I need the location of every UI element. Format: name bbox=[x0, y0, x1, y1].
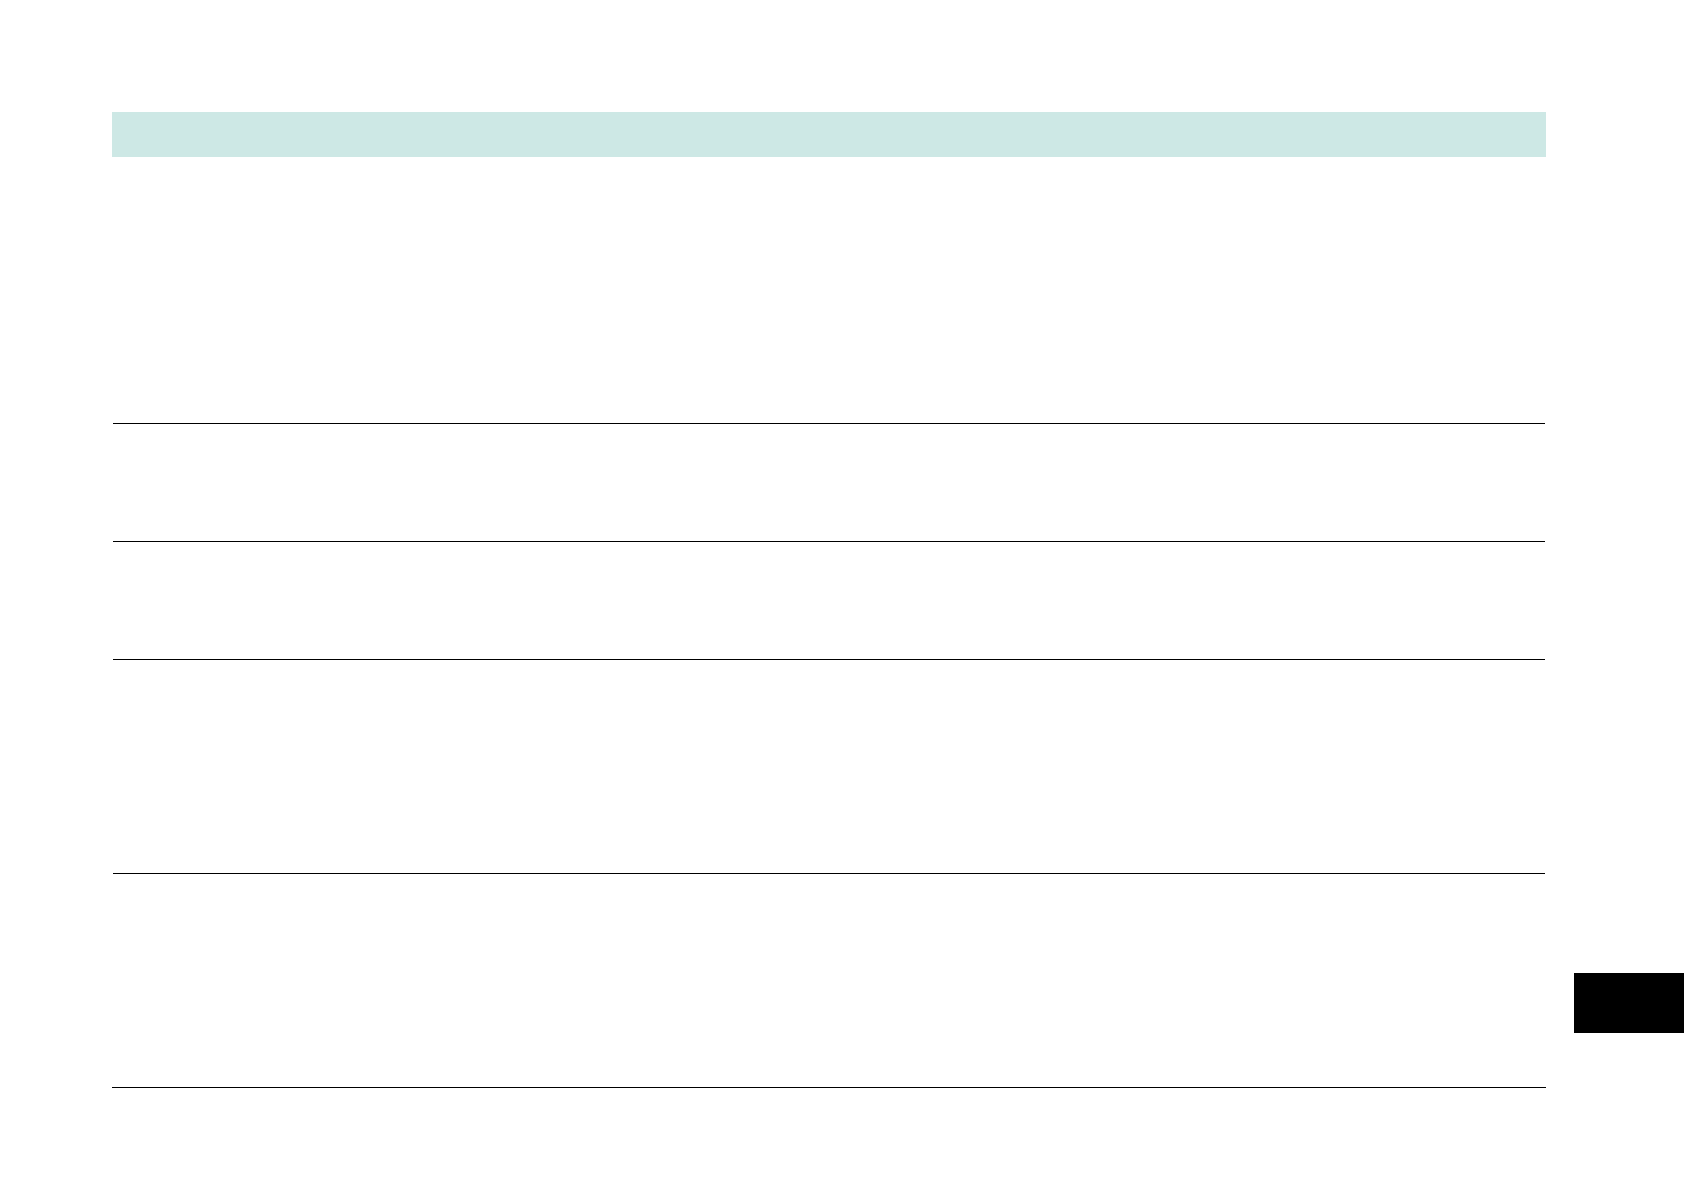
section-divider-5 bbox=[112, 1087, 1546, 1088]
section-divider-4 bbox=[113, 873, 1545, 874]
section-divider-2 bbox=[113, 541, 1545, 542]
thumb-index-tab-icon bbox=[1574, 973, 1684, 1033]
section-divider-1 bbox=[113, 423, 1545, 424]
header-band bbox=[112, 112, 1546, 157]
section-divider-3 bbox=[113, 659, 1545, 660]
